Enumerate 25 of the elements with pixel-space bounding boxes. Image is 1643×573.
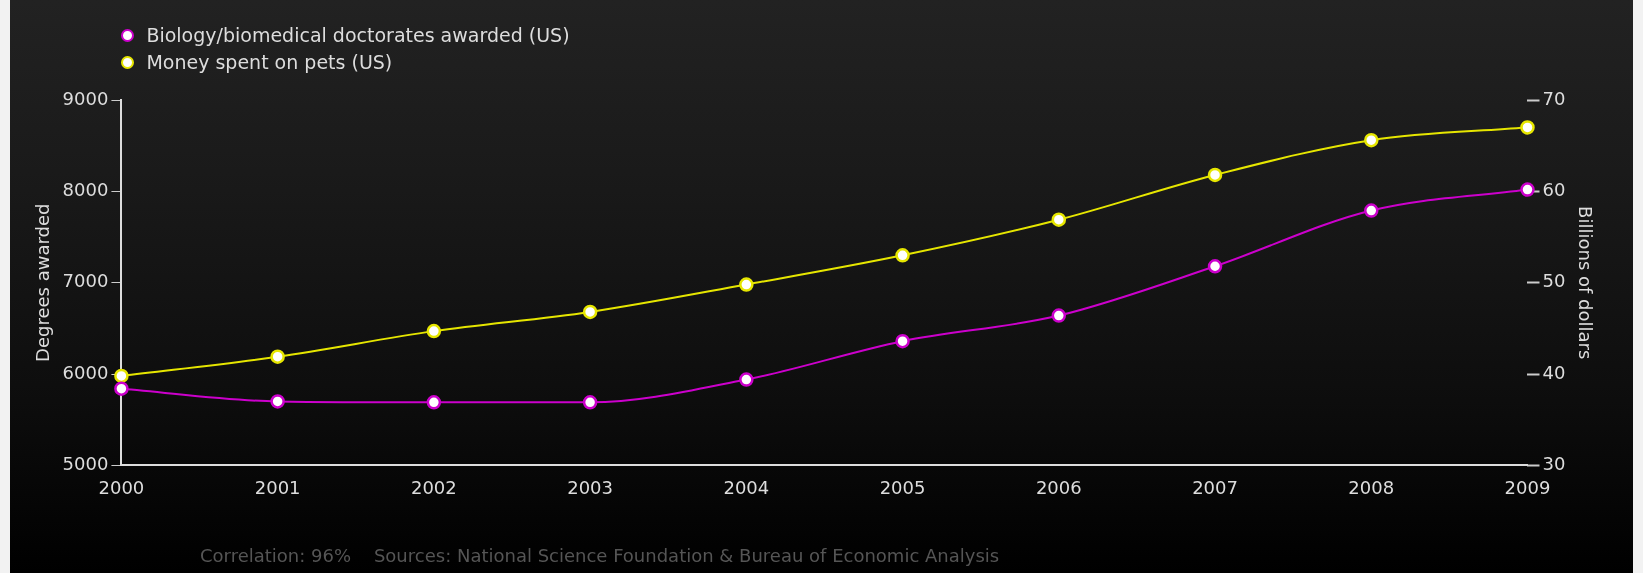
x-tick-label: 2001 [254, 476, 301, 498]
y2-tick-label: 40 [1542, 361, 1566, 383]
text: Correlation: 96% Sources: National Science Foundation & Bureau of Economic Analysis [200, 545, 1000, 566]
y-tick-label: 7000 [62, 270, 109, 292]
x-tick-label: 2006 [1035, 476, 1082, 498]
y-axis-title: Degrees awarded [32, 203, 54, 362]
y2-tick-label: 60 [1542, 179, 1566, 201]
y2-tick-label: 50 [1542, 270, 1566, 292]
x-tick-label: 2002 [410, 476, 457, 498]
x-tick-label: 2008 [1348, 476, 1395, 498]
x-tick-label: 2004 [723, 476, 770, 498]
legend-label: Money spent on pets (US) [146, 50, 393, 75]
y-tick-label: 8000 [62, 179, 109, 201]
y-tick-label: 5000 [62, 453, 109, 475]
x-tick-label: 2007 [1192, 476, 1238, 498]
y-tick-label: 6000 [62, 361, 109, 383]
x-tick-label: 2005 [879, 476, 926, 498]
x-tick-label: 2003 [567, 476, 614, 498]
y2-tick-label: 30 [1542, 453, 1566, 475]
y2-axis-title: Billions of dollars [1574, 206, 1596, 360]
y2-tick-label: 70 [1542, 87, 1566, 109]
x-tick-label: 2009 [1504, 476, 1551, 498]
y-tick-label: 9000 [62, 87, 109, 109]
legend-label: Biology/biomedical doctorates awarded (US) [146, 23, 570, 48]
x-tick-label: 2000 [98, 476, 145, 498]
